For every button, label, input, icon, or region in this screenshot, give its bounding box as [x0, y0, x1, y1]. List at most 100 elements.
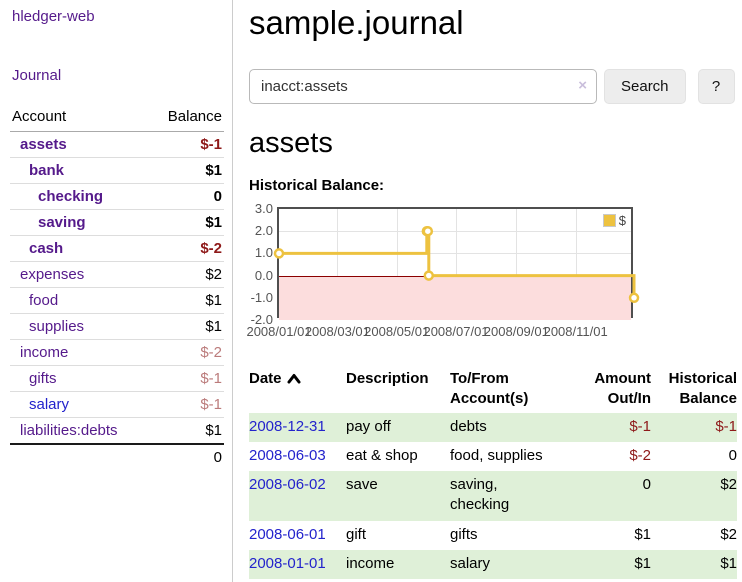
transaction-description: save — [346, 476, 378, 493]
account-balance: $-2 — [200, 344, 222, 361]
gridline — [337, 209, 339, 316]
account-row: supplies $1 — [10, 314, 224, 340]
transaction-row: 2008-06-02 save saving, checking 0 $2 — [249, 471, 737, 521]
y-tick-label: 3.0 — [254, 201, 273, 216]
account-balance: $1 — [205, 318, 222, 335]
account-link-expenses[interactable]: expenses — [20, 266, 85, 283]
account-link-cash[interactable]: cash — [29, 240, 64, 257]
y-tick-label: -2.0 — [250, 312, 273, 327]
transaction-date-link[interactable]: 2008-01-01 — [249, 554, 326, 572]
transaction-balance: $1 — [720, 554, 737, 572]
transaction-description: income — [346, 554, 395, 572]
data-point-marker — [628, 292, 640, 304]
account-row: liabilities:debts $1 — [10, 418, 224, 445]
help-button[interactable]: ? — [697, 69, 735, 104]
column-header-description: Description — [346, 370, 429, 387]
x-tick-label: 2008/09/01 — [483, 324, 549, 339]
transaction-amount: $-2 — [629, 446, 651, 464]
account-row: income $-2 — [10, 340, 224, 366]
transaction-row: 2008-06-01 gift gifts $1 $2 — [249, 521, 737, 550]
column-header-amount: Amount Out/In — [594, 370, 651, 408]
account-row: checking 0 — [10, 184, 224, 210]
account-balance: $-2 — [200, 240, 222, 257]
account-link-gifts[interactable]: gifts — [29, 370, 57, 387]
transaction-row: 2008-01-01 income salary $1 $1 — [249, 549, 737, 579]
transaction-amount: $1 — [634, 554, 651, 572]
data-point-marker — [273, 248, 285, 259]
clear-search-icon[interactable]: × — [578, 77, 587, 94]
account-link-bank[interactable]: bank — [29, 162, 65, 179]
account-link-income[interactable]: income — [20, 344, 69, 361]
column-header-balance: Historical Balance — [668, 370, 737, 408]
account-balance: $-1 — [200, 396, 222, 413]
account-link-salary[interactable]: salary — [29, 396, 70, 413]
transaction-date-link[interactable]: 2008-06-01 — [249, 525, 326, 543]
transaction-accounts: food, supplies — [450, 446, 543, 464]
gridline — [456, 209, 458, 316]
transaction-amount: 0 — [642, 476, 651, 493]
account-row: saving $1 — [10, 210, 224, 236]
accounts-header-account: Account — [12, 108, 67, 125]
transactions-table: Date Description To/From Account(s) Amou… — [249, 367, 737, 579]
legend-swatch-icon — [602, 214, 616, 227]
account-row: assets $-1 — [10, 132, 224, 158]
transaction-description: gift — [346, 525, 367, 543]
account-link-saving[interactable]: saving — [38, 214, 86, 231]
account-balance: 0 — [213, 188, 222, 205]
transaction-balance: 0 — [728, 446, 737, 464]
account-link-supplies[interactable]: supplies — [29, 318, 85, 335]
chart-legend: $ — [602, 213, 626, 228]
gridline — [279, 231, 631, 233]
account-link-checking[interactable]: checking — [38, 188, 104, 205]
account-link-food[interactable]: food — [29, 292, 59, 309]
account-balance: $1 — [205, 214, 222, 231]
data-point-marker — [423, 270, 435, 281]
gridline — [279, 253, 631, 255]
chart-title: Historical Balance: — [249, 177, 385, 194]
search-box: × — [249, 69, 597, 104]
x-tick-label: 2008/05/01 — [364, 324, 430, 339]
account-row: bank $1 — [10, 158, 224, 184]
accounts-table-header: Account Balance — [10, 105, 224, 132]
x-tick-label: 2008/11/01 — [543, 324, 608, 339]
historical-balance-chart: $ 3.0 2.0 1.0 0.0 -1.0 -2.0 2008/01/01 2008/03… — [246, 201, 742, 343]
gridline — [516, 209, 518, 316]
search-button[interactable]: Search — [604, 69, 686, 104]
y-tick-label: 2.0 — [254, 223, 273, 239]
column-header-date[interactable]: Date — [249, 367, 346, 413]
y-tick-label: 0.0 — [254, 267, 273, 283]
app-title-link[interactable]: hledger-web — [12, 8, 95, 25]
account-link-liabilities-debts[interactable]: liabilities:debts — [20, 422, 118, 439]
transaction-amount: $-1 — [629, 417, 651, 435]
search-input[interactable] — [249, 69, 597, 104]
x-tick-label: 2008/07/01 — [423, 324, 489, 339]
transaction-row: 2008-06-03 eat & shop food, supplies $-2… — [249, 442, 737, 471]
data-point-marker — [422, 225, 434, 237]
account-row: food $1 — [10, 288, 224, 314]
account-link-assets[interactable]: assets — [20, 136, 67, 153]
column-header-accounts: To/From Account(s) — [450, 370, 529, 408]
account-row: salary $-1 — [10, 392, 224, 418]
account-balance: $1 — [205, 422, 222, 439]
account-balance: $1 — [205, 162, 222, 179]
transaction-accounts: debts — [450, 417, 487, 435]
accounts-total-row: 0 — [10, 445, 224, 470]
transaction-date-link[interactable]: 2008-06-02 — [249, 476, 326, 493]
transaction-accounts: saving, checking — [450, 476, 510, 514]
legend-label: $ — [618, 213, 626, 228]
account-row: expenses $2 — [10, 262, 224, 288]
chart-plot: $ — [273, 207, 640, 320]
account-balance: $-1 — [200, 370, 222, 387]
gridline — [396, 209, 398, 316]
transaction-balance: $2 — [720, 525, 737, 543]
account-heading: assets — [249, 127, 333, 159]
transaction-date-link[interactable]: 2008-12-31 — [249, 417, 326, 435]
transaction-date-link[interactable]: 2008-06-03 — [249, 446, 326, 464]
accounts-total-balance: 0 — [213, 449, 222, 466]
account-row: gifts $-1 — [10, 366, 224, 392]
transaction-description: pay off — [346, 417, 391, 435]
y-tick-label: 1.0 — [254, 245, 273, 261]
transaction-balance: $2 — [720, 476, 737, 493]
sidebar-item-journal[interactable]: Journal — [12, 67, 62, 84]
account-balance: $1 — [205, 292, 222, 309]
